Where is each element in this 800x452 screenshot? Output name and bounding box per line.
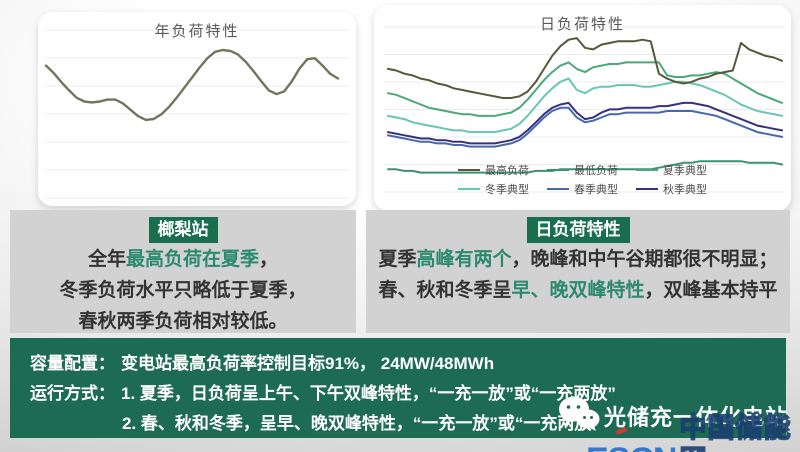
legend-item: 最低负荷 <box>547 162 618 178</box>
station-summary-panel: 榔梨站 全年最高负荷在夏季， 冬季负荷水平只略低于夏季， 春秋两季负荷相对较低。 <box>10 210 356 333</box>
legend-item: 春季典型 <box>547 181 618 197</box>
legend-row: 冬季典型 春季典型 秋季典型 <box>458 181 707 197</box>
legend-swatch <box>458 169 480 171</box>
legend-item: 最高负荷 <box>458 162 529 178</box>
capacity-config-row: 容量配置： 变电站最高负荷率控制目标91%， 24MW/48MWh <box>30 349 494 374</box>
daily-summary-line1: 夏季高峰有两个，晚峰和中午谷期都很不明显； <box>378 249 778 270</box>
operation-mode-text-2: 2. 春、秋和冬季，呈早、晚双峰特性，“一充一放”或“一充两放” <box>122 414 600 433</box>
operation-mode-row: 运行方式： 1. 夏季，日负荷呈上午、下午双峰特性，“一充一放”或“一充两放” <box>30 379 616 404</box>
daily-chart-title: 日负荷特性 <box>539 16 625 33</box>
daily-chart-card: 日负荷特性 最高负荷 最低负荷 夏季典型冬季典型 春季典型 秋季典型 <box>374 5 791 211</box>
daily-badge: 日负荷特性 <box>526 217 630 243</box>
station-summary-line3: 春秋两季负荷相对较低。 <box>78 311 288 332</box>
operation-mode-row-2: 2. 春、秋和冬季，呈早、晚双峰特性，“一充一放”或“一充两放” <box>122 409 600 434</box>
config-footer-bar: 容量配置： 变电站最高负荷率控制目标91%， 24MW/48MWh 运行方式： 1.… <box>10 338 786 438</box>
legend-label: 最高负荷 <box>485 165 529 177</box>
legend-label: 春季典型 <box>574 184 618 196</box>
capacity-config-label: 容量配置： <box>30 354 115 373</box>
legend-swatch <box>458 188 480 190</box>
station-summary-line1: 全年最高负荷在夏季， <box>87 249 279 270</box>
legend-swatch <box>547 169 569 171</box>
legend-item: 夏季典型 <box>636 162 707 178</box>
daily-load-chart <box>384 26 785 193</box>
annual-chart-title: 年负荷特性 <box>154 23 240 40</box>
legend-item: 冬季典型 <box>458 181 529 197</box>
wechat-icon <box>559 396 600 431</box>
annual-load-chart <box>44 29 348 199</box>
watermark: ESCN 中国储能网 <box>586 412 800 452</box>
operation-mode-text-1: 1. 夏季，日负荷呈上午、下午双峰特性，“一充一放”或“一充两放” <box>121 384 616 403</box>
station-badge: 榔梨站 <box>148 217 218 243</box>
station-summary-line2: 冬季负荷水平只略低于夏季， <box>59 280 307 301</box>
legend-swatch <box>636 188 658 190</box>
daily-chart-legend: 最高负荷 最低负荷 夏季典型冬季典型 春季典型 秋季典型 <box>374 162 791 197</box>
legend-row: 最高负荷 最低负荷 夏季典型 <box>458 162 707 178</box>
operation-mode-label: 运行方式： <box>30 384 115 403</box>
daily-summary-line2: 春、秋和冬季呈早、晚双峰特性，双峰基本持平 <box>378 280 778 301</box>
annual-chart-card: 年负荷特性 <box>38 12 356 206</box>
station-type-label: 光储充一体化电站 <box>604 405 789 430</box>
watermark-escn: ESCN <box>586 443 677 452</box>
watermark-cn: 中国储能网 <box>679 412 792 452</box>
legend-label: 最低负荷 <box>574 165 618 177</box>
legend-label: 夏季典型 <box>663 165 707 177</box>
capacity-config-text: 变电站最高负荷率控制目标91%， 24MW/48MWh <box>121 354 495 373</box>
legend-swatch <box>636 169 658 171</box>
legend-swatch <box>547 188 569 190</box>
legend-label: 秋季典型 <box>663 184 707 196</box>
daily-summary-panel: 日负荷特性 夏季高峰有两个，晚峰和中午谷期都很不明显； 春、秋和冬季呈早、晚双峰… <box>366 210 790 333</box>
legend-item: 秋季典型 <box>636 181 707 197</box>
legend-label: 冬季典型 <box>485 184 529 196</box>
